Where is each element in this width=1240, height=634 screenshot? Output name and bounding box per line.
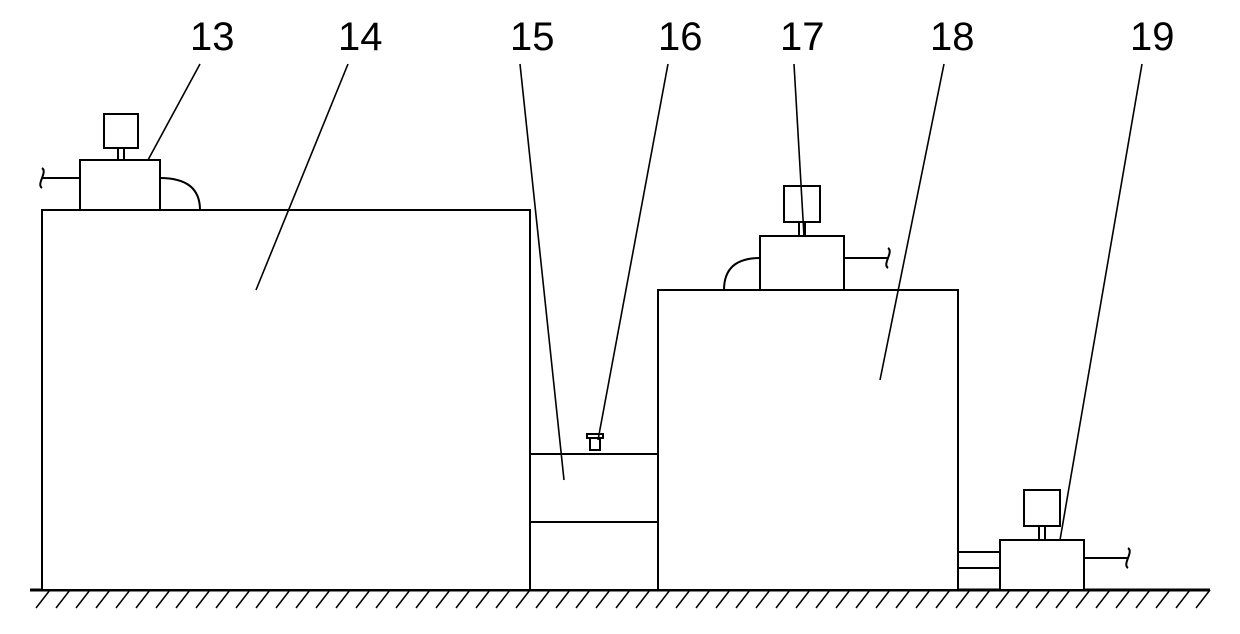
label-18: 18	[930, 15, 975, 59]
pump-19-motor	[1024, 490, 1060, 526]
pump-13-stem	[118, 148, 124, 160]
label-13: 13	[190, 15, 235, 59]
diagram-svg: 13 14 15 16 17 18 19	[0, 0, 1240, 634]
tank-large-14	[42, 210, 530, 590]
pump-13-motor	[104, 114, 138, 148]
label-17: 17	[780, 15, 825, 59]
pump-17-body	[760, 236, 844, 290]
fitting-16-cap	[587, 434, 603, 438]
label-19: 19	[1130, 15, 1175, 59]
label-16: 16	[658, 15, 703, 59]
pump-19-body	[1000, 540, 1084, 590]
pump-19-stem	[1039, 526, 1045, 540]
pump-13-body	[80, 160, 160, 210]
label-15: 15	[510, 15, 555, 59]
diagram-root: 13 14 15 16 17 18 19	[0, 0, 1240, 634]
tank-small-18	[658, 290, 958, 590]
label-14: 14	[338, 15, 383, 59]
